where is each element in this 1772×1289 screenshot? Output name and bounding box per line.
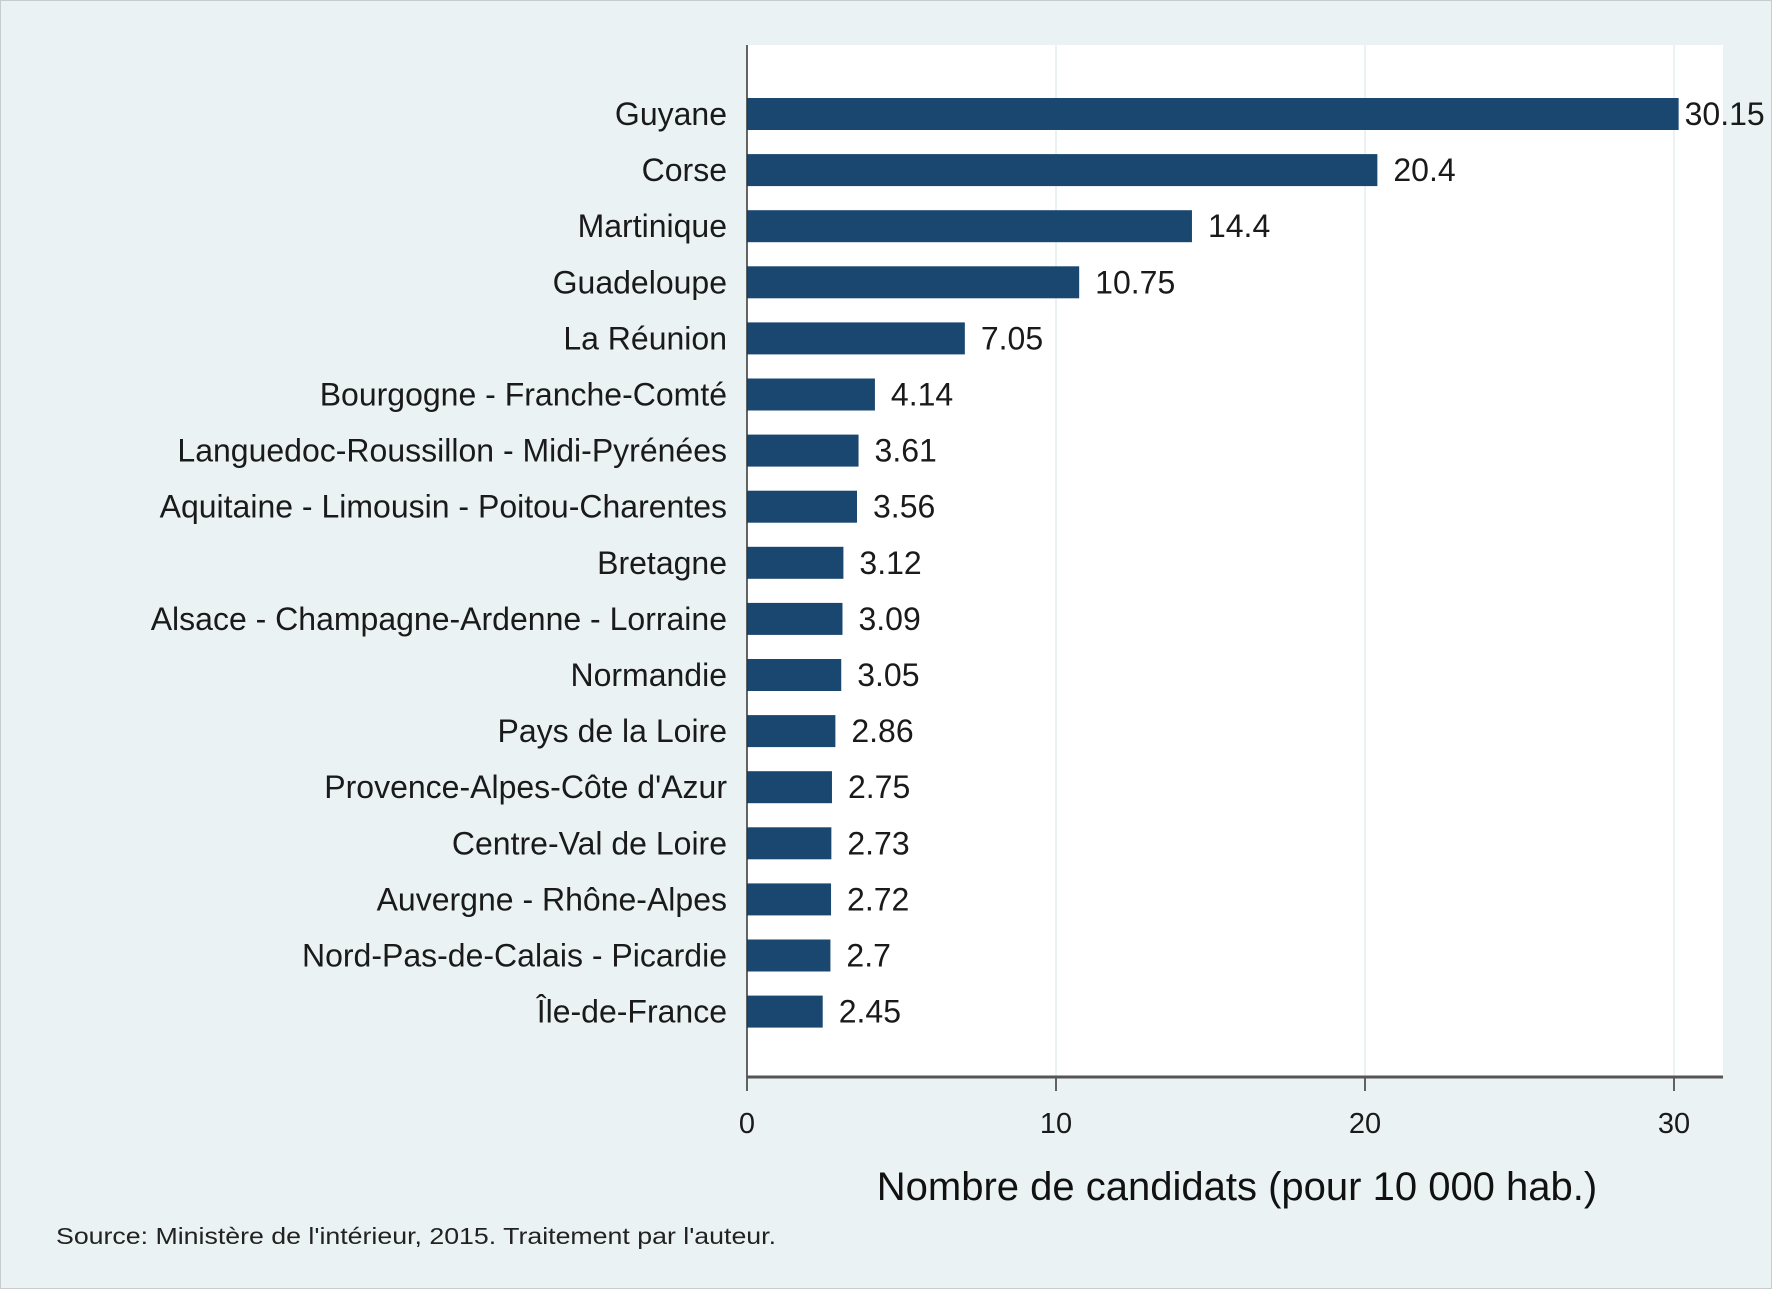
value-label: 2.73 xyxy=(847,825,909,861)
bar xyxy=(747,827,832,860)
value-label: 30.15 xyxy=(1685,96,1765,132)
bar xyxy=(747,154,1378,187)
value-label: 2.45 xyxy=(839,994,901,1030)
x-tick-label: 30 xyxy=(1658,1108,1690,1140)
bar xyxy=(747,98,1679,130)
category-label: Normandie xyxy=(570,657,727,693)
category-label: Bretagne xyxy=(597,545,727,581)
value-label: 3.12 xyxy=(859,545,921,581)
bar xyxy=(747,266,1080,299)
category-label: Guyane xyxy=(615,96,727,132)
value-label: 7.05 xyxy=(981,320,1043,356)
category-label: Languedoc-Roussillon - Midi-Pyrénées xyxy=(177,433,727,469)
value-label: 3.05 xyxy=(857,657,919,693)
bar xyxy=(747,771,832,804)
category-label: Alsace - Champagne-Ardenne - Lorraine xyxy=(151,601,727,637)
value-label: 3.56 xyxy=(873,489,935,525)
category-label: Nord-Pas-de-Calais - Picardie xyxy=(302,938,727,974)
bar xyxy=(747,939,831,972)
x-tick-label: 0 xyxy=(739,1108,755,1140)
bar xyxy=(747,602,843,635)
value-label: 2.86 xyxy=(851,713,913,749)
bar xyxy=(747,546,844,579)
category-label: Île-de-France xyxy=(536,994,727,1030)
category-label: Auvergne - Rhône-Alpes xyxy=(377,881,727,917)
value-label: 20.4 xyxy=(1393,152,1455,188)
bar xyxy=(747,995,823,1028)
bar xyxy=(747,210,1192,243)
bar xyxy=(747,322,965,355)
bar xyxy=(747,883,832,916)
category-label: Bourgogne - Franche-Comté xyxy=(320,377,727,413)
value-label: 14.4 xyxy=(1208,208,1270,244)
value-label: 2.75 xyxy=(848,769,910,805)
category-label: La Réunion xyxy=(563,320,727,356)
category-label: Martinique xyxy=(578,208,727,244)
value-label: 4.14 xyxy=(891,377,953,413)
bar xyxy=(747,434,859,467)
value-label: 3.61 xyxy=(875,433,937,469)
category-label: Provence-Alpes-Côte d'Azur xyxy=(324,769,727,805)
x-tick-label: 10 xyxy=(1040,1108,1072,1140)
value-label: 10.75 xyxy=(1095,264,1175,300)
bar xyxy=(747,378,875,411)
category-label: Centre-Val de Loire xyxy=(452,825,727,861)
bar xyxy=(747,715,836,748)
category-label: Corse xyxy=(642,152,727,188)
value-label: 2.72 xyxy=(847,881,909,917)
x-tick-label: 20 xyxy=(1349,1108,1381,1140)
category-label: Aquitaine - Limousin - Poitou-Charentes xyxy=(160,489,727,525)
value-label: 2.7 xyxy=(846,938,890,974)
source-note: Source: Ministère de l'intérieur, 2015. … xyxy=(56,1223,776,1249)
bar xyxy=(747,490,858,523)
category-label: Guadeloupe xyxy=(553,264,727,300)
category-label: Pays de la Loire xyxy=(498,713,727,749)
bar xyxy=(747,659,842,691)
x-axis-title: Nombre de candidats (pour 10 000 hab.) xyxy=(877,1165,1597,1209)
value-label: 3.09 xyxy=(858,601,920,637)
